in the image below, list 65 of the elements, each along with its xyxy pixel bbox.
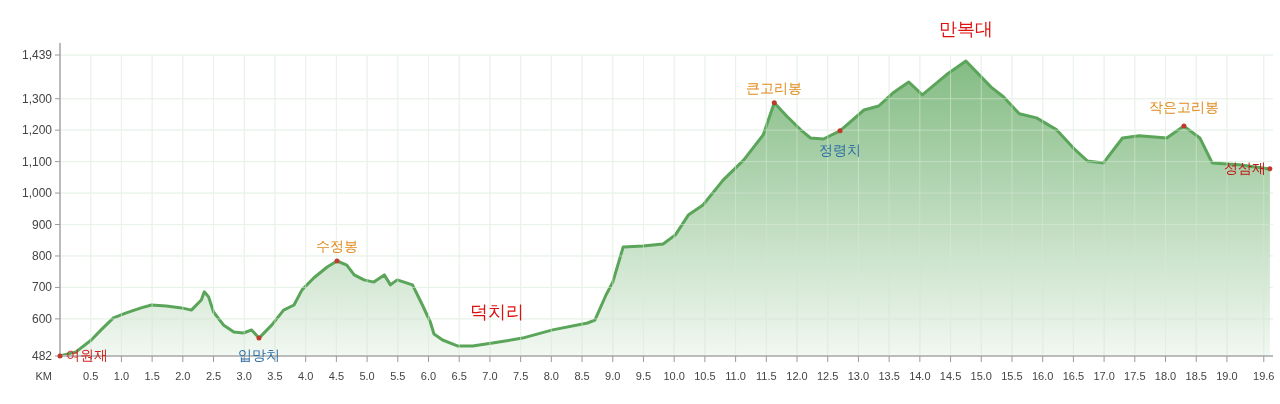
annotation: 여원재	[57, 347, 108, 363]
annotation: 작은고리봉	[1148, 99, 1219, 129]
x-tick-label: 7.5	[512, 370, 529, 382]
x-tick-label: 5.0	[359, 370, 375, 382]
x-tick-label: 3.0	[236, 370, 252, 382]
x-tick-label: 8.0	[543, 370, 559, 382]
x-tick-label: 10.5	[694, 370, 716, 382]
x-tick-label: 16.5	[1062, 370, 1085, 382]
x-tick-label: 3.5	[267, 370, 283, 382]
x-tick-label: 11.0	[725, 370, 746, 382]
x-tick-label: 9.0	[605, 370, 621, 382]
x-tick-label: 16.0	[1031, 370, 1054, 382]
x-tick-label: 8.5	[574, 370, 590, 382]
x-tick-label: 17.5	[1124, 370, 1146, 382]
x-tick-label: 0.5	[83, 370, 99, 382]
y-tick-label: 1,439	[21, 48, 53, 62]
annotation: 여원재	[66, 347, 108, 363]
annotation: 입망치	[237, 347, 280, 364]
x-tick-label: 13.0	[847, 370, 870, 382]
annotation: 정령치	[819, 141, 862, 158]
x-tick-label: 9.5	[635, 370, 652, 382]
x-tick-label: 15.0	[970, 370, 992, 382]
x-tick-label: 18.0	[1154, 370, 1177, 382]
x-tick-label: 12.5	[817, 370, 839, 382]
x-tick-label: 4.0	[298, 370, 314, 382]
y-tick-label: 900	[31, 217, 53, 232]
x-tick-label: 14.0	[909, 370, 931, 382]
x-tick-label: 10.0	[663, 370, 685, 382]
annotation: 수정봉	[316, 238, 358, 264]
x-tick-label: 15.5	[1001, 370, 1023, 382]
annotation: 큰고리봉	[746, 79, 803, 96]
y-tick-label: 1,000	[21, 186, 53, 201]
annotation: 입망치	[238, 335, 280, 364]
annotation: 덕치리	[469, 302, 524, 323]
annotation: 만복대	[938, 19, 993, 39]
y-tick-label: 1,100	[21, 154, 53, 169]
x-tick-label: 4.5	[328, 370, 345, 382]
x-tick-label: 14.5	[939, 370, 962, 382]
x-tick-label: 13.5	[878, 370, 900, 382]
x-tick-label: 17.0	[1093, 370, 1115, 382]
annotation: 큰고리봉	[746, 79, 803, 106]
y-tick-label: 1,300	[21, 91, 53, 106]
y-tick-label: 800	[31, 248, 53, 263]
y-tick-label: 600	[31, 311, 53, 326]
y-tick-label: 1,200	[21, 123, 53, 138]
x-tick-label: 18.5	[1185, 370, 1207, 382]
x-tick-label: 6.0	[420, 370, 437, 382]
x-tick-label: 2.5	[205, 370, 222, 382]
x-tick-label: 6.5	[451, 370, 467, 382]
annotation: 작은고리봉	[1148, 99, 1219, 116]
annotation: 성삼재	[1223, 159, 1273, 176]
x-tick-label: 5.5	[390, 370, 406, 382]
x-tick-label: 11.5	[756, 370, 777, 382]
annotation: 정령치	[819, 128, 861, 158]
x-tick-label: 1.0	[113, 370, 130, 382]
x-tick-label: 1.5	[144, 370, 160, 382]
y-tick-label: 700	[31, 280, 53, 295]
x-tick-label: 7.0	[482, 370, 498, 382]
x-tick-label: 2.0	[175, 370, 191, 382]
x-axis-title: KM	[35, 370, 52, 382]
x-tick-label: 19.0	[1216, 370, 1238, 382]
x-tick-label: 19.6	[1253, 370, 1275, 382]
y-tick-label: 482	[31, 349, 53, 363]
annotation: 수정봉	[315, 238, 358, 255]
x-tick-label: 12.0	[786, 370, 808, 382]
